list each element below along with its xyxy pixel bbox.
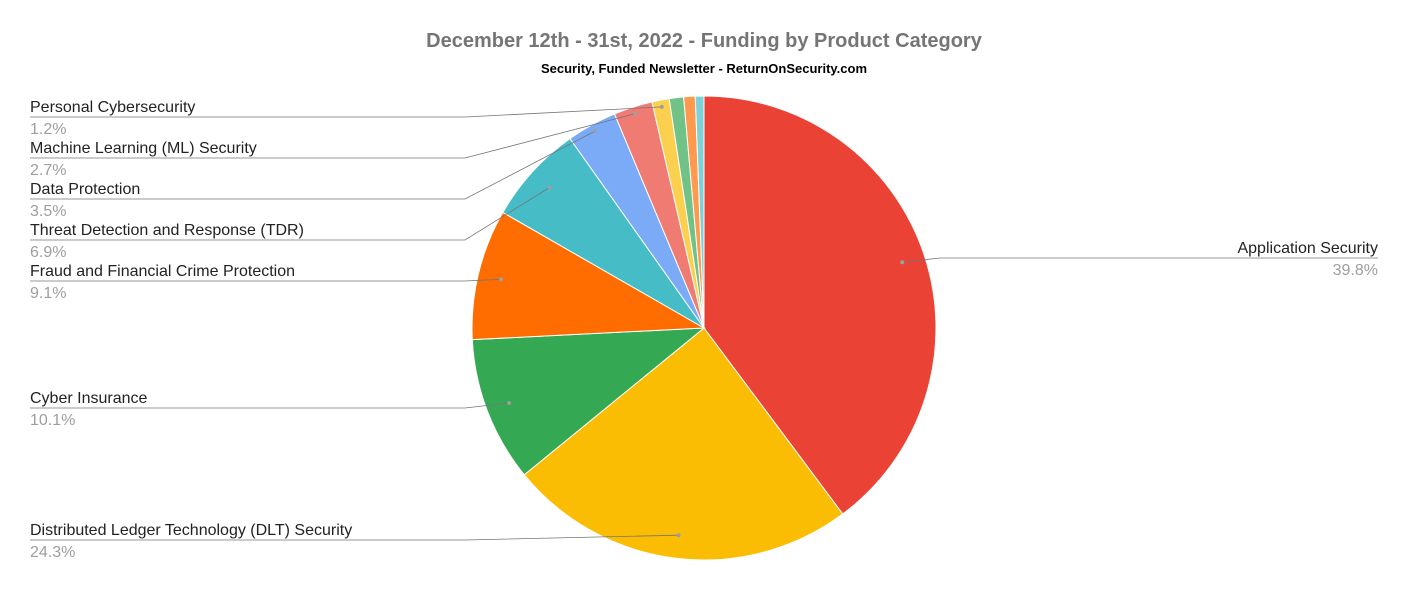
pie-slice <box>471 211 706 341</box>
leader-line <box>902 257 1378 263</box>
slice-label: Machine Learning (ML) Security <box>30 140 257 157</box>
leader-line <box>30 106 662 118</box>
slice-percent: 10.1% <box>30 412 75 429</box>
slice-percent: 2.7% <box>30 162 66 179</box>
slice-percent: 6.9% <box>30 244 66 261</box>
slice-label: Cyber Insurance <box>30 390 147 407</box>
chart-subtitle: Security, Funded Newsletter - ReturnOnSe… <box>540 61 868 76</box>
slice-percent: 1.2% <box>30 121 66 138</box>
leader-dot <box>676 533 681 538</box>
leader-line <box>30 278 502 282</box>
slice-label: Threat Detection and Response (TDR) <box>30 222 304 239</box>
pie-slices <box>471 95 937 561</box>
leader-dot <box>659 104 664 109</box>
leader-dot <box>547 185 552 190</box>
leader-dot <box>900 260 905 265</box>
leader-dot <box>593 129 597 134</box>
leader-line <box>30 534 679 541</box>
slice-percent: 24.3% <box>30 544 75 561</box>
leader-dot <box>507 401 512 405</box>
slice-percent: 9.1% <box>30 285 66 302</box>
slice-label: Data Protection <box>30 181 140 198</box>
pie-slice <box>703 95 937 515</box>
slice-labels: Application Security 39.8% Distributed Led… <box>30 99 1378 561</box>
leader-lines <box>30 104 1378 541</box>
slice-label: Personal Cybersecurity <box>30 99 195 116</box>
slice-label: Distributed Ledger Technology (DLT) Secu… <box>30 522 352 539</box>
slice-percent: 3.5% <box>30 203 66 220</box>
leader-line <box>30 402 510 409</box>
leader-line <box>30 113 636 159</box>
pie-slice <box>523 327 844 561</box>
pie-slice <box>471 327 706 476</box>
chart-title: December 12th - 31st, 2022 - Funding by … <box>426 30 982 52</box>
slice-label: Application Security <box>1237 240 1378 257</box>
leader-line <box>30 187 550 241</box>
slice-label: Fraud and Financial Crime Protection <box>30 263 295 280</box>
pie-slice <box>694 95 705 329</box>
leader-dot <box>499 277 503 282</box>
leader-dot <box>633 111 638 116</box>
leader-line <box>30 130 596 200</box>
slice-percent: 39.8% <box>1333 262 1378 279</box>
